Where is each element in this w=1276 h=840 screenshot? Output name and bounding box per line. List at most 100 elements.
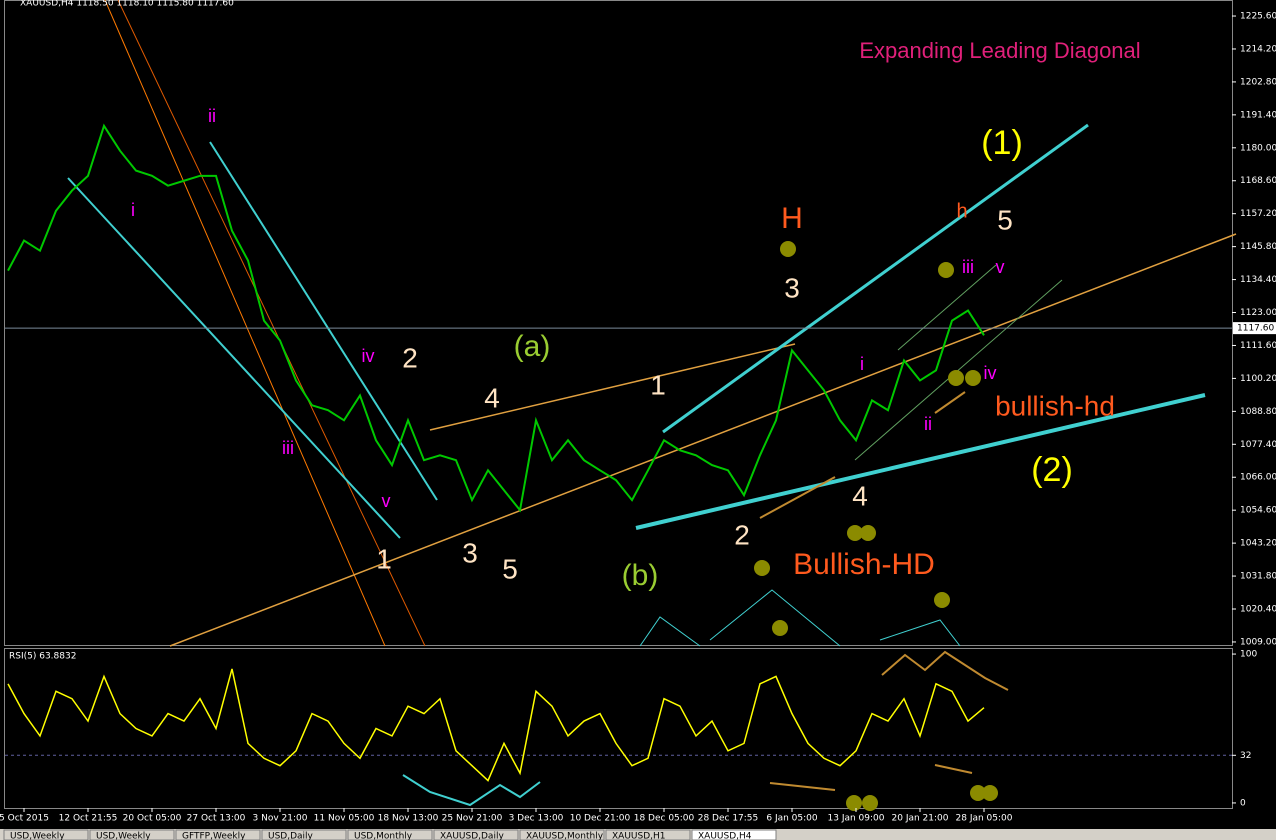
annotation: bullish-hd [995, 390, 1115, 421]
pivot-dot [772, 620, 788, 636]
annotation: H [781, 202, 803, 235]
x-tick-label: 20 Oct 05:00 [123, 814, 182, 824]
y-tick-label: 1191.40 [1240, 110, 1276, 120]
tab [433, 829, 519, 840]
tab-label[interactable]: USD,Weekly [10, 832, 65, 840]
x-tick-label: 5 Oct 2015 [0, 814, 49, 824]
annotation: (1) [981, 124, 1023, 162]
annotation: iv [984, 363, 997, 383]
x-tick-label: 6 Jan 05:00 [766, 814, 818, 824]
y-tick-label: 1031.80 [1240, 572, 1276, 582]
y-tick-label: 1111.60 [1240, 341, 1276, 351]
channel-line [897, 264, 997, 351]
x-tick-label: 11 Nov 05:00 [314, 814, 375, 824]
channel-line [209, 141, 438, 501]
x-tick-label: 18 Nov 13:00 [378, 814, 439, 824]
pivot-dot [860, 525, 876, 541]
rsi-panel [4, 648, 1233, 809]
y-tick-label: 1123.00 [1240, 308, 1276, 318]
price-panel [4, 0, 1233, 646]
annotation: Bullish-HD [793, 548, 935, 581]
y-tick-label: 1134.40 [1240, 275, 1276, 285]
annotation: v [996, 257, 1005, 277]
pivot-dot [862, 795, 878, 811]
channel-line [635, 393, 1206, 530]
tab [347, 829, 433, 840]
annotation: 2 [402, 342, 418, 373]
chart-title: XAUUSD,H4 1118.50 1118.10 1115.80 1117.6… [20, 0, 234, 9]
tab-label[interactable]: GFTFP,Weekly [182, 832, 246, 840]
y-tick-label: 1180.00 [1240, 143, 1276, 153]
pivot-dot [965, 370, 981, 386]
price-tag-label: 1117.60 [1237, 324, 1274, 334]
divergence-line [402, 774, 541, 807]
pattern-line [709, 589, 841, 647]
pivot-dot [846, 795, 862, 811]
tab [89, 829, 175, 840]
y-tick-label: 1066.00 [1240, 473, 1276, 483]
y-tick-label: 1100.20 [1240, 374, 1276, 384]
annotation: iii [962, 257, 974, 277]
y-tick-label: 1077.40 [1240, 440, 1276, 450]
pivot-dot [938, 262, 954, 278]
y-tick-label: 1225.60 [1240, 12, 1276, 22]
tab-label[interactable]: XAUUSD,Daily [440, 832, 504, 840]
annotation: 1 [650, 369, 666, 400]
annotation: h [956, 200, 967, 222]
tab-label[interactable]: USD,Weekly [96, 832, 151, 840]
tab-label[interactable]: XAUUSD,Monthly [526, 832, 604, 840]
annotation: 3 [462, 537, 478, 568]
annotation: 5 [997, 204, 1013, 235]
y-tick-label: 1202.80 [1240, 77, 1276, 87]
annotation: ii [924, 414, 932, 434]
tab [261, 829, 347, 840]
channel-line [67, 177, 401, 539]
x-tick-label: 10 Dec 21:00 [570, 814, 631, 824]
x-tick-label: 27 Oct 13:00 [187, 814, 246, 824]
channel-line [854, 279, 1063, 461]
pivot-dot [847, 525, 863, 541]
divergence-line [934, 391, 966, 414]
annotation: iv [362, 346, 375, 366]
x-tick-label: 13 Jan 09:00 [828, 814, 885, 824]
pivot-dot [982, 785, 998, 801]
points [754, 241, 998, 811]
x-tick-label: 12 Oct 21:55 [59, 814, 118, 824]
trend-line [169, 233, 1237, 647]
pivot-dot [754, 560, 770, 576]
annotation: 4 [852, 480, 868, 511]
tab-label[interactable]: USD,Daily [268, 832, 314, 840]
y-tick-label: 1009.00 [1240, 637, 1276, 647]
x-tick-label: 28 Jan 05:00 [956, 814, 1013, 824]
price-tag [1233, 322, 1276, 335]
y-tick-label: 1145.80 [1240, 242, 1276, 252]
price-line-series [7, 123, 985, 513]
tab-label[interactable]: XAUUSD,H1 [612, 832, 666, 840]
divergence-line [759, 476, 836, 519]
tab [519, 829, 605, 840]
annotation: 3 [784, 272, 800, 303]
y-tick-label: 1157.20 [1240, 209, 1276, 219]
trend-line [104, 0, 386, 647]
annotation: i [860, 354, 864, 374]
tab-label[interactable]: USD,Monthly [354, 832, 413, 840]
annotation: 2 [734, 519, 750, 550]
x-tick-label: 25 Nov 21:00 [442, 814, 503, 824]
x-tick-label: 20 Jan 21:00 [892, 814, 949, 824]
annotation: Expanding Leading Diagonal [859, 38, 1140, 63]
y-tick-label: 1020.40 [1240, 605, 1276, 615]
x-tick-label: 3 Nov 21:00 [253, 814, 308, 824]
pattern-line [639, 616, 701, 647]
annotation: i [131, 200, 135, 220]
y-tick-label: 1088.80 [1240, 407, 1276, 417]
pivot-dot [780, 241, 796, 257]
y-tick-label: 100 [1240, 650, 1257, 660]
y-tick-label: 32 [1240, 751, 1251, 761]
y-tick-label: 0 [1240, 798, 1246, 808]
tab [175, 829, 261, 840]
annotation: ii [208, 106, 216, 126]
tab [691, 829, 777, 840]
trend-line [429, 343, 796, 431]
divergence-line [881, 650, 1009, 691]
tab-label[interactable]: XAUUSD,H4 [698, 832, 752, 840]
